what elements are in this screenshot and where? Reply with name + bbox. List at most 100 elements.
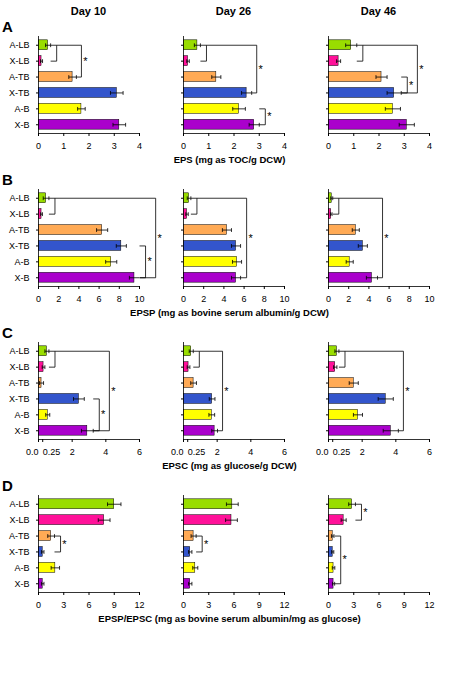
svg-text:X-LB: X-LB [9,56,29,66]
svg-text:2: 2 [56,294,61,304]
svg-text:*: * [409,79,414,91]
svg-text:A-B: A-B [14,104,29,114]
svg-text:4: 4 [221,294,226,304]
svg-text:*: * [111,385,116,397]
svg-text:4: 4 [427,141,432,151]
svg-text:*: * [384,232,389,244]
svg-text:X-B: X-B [14,273,29,283]
svg-text:6: 6 [86,600,91,610]
svg-text:X-TB: X-TB [9,241,30,251]
svg-text:9: 9 [402,600,407,610]
svg-text:*: * [343,553,348,565]
svg-text:10: 10 [279,294,289,304]
svg-text:0.0: 0.0 [26,447,39,457]
svg-text:0: 0 [181,141,186,151]
svg-text:X-LB: X-LB [9,209,29,219]
svg-text:A-LB: A-LB [9,193,29,203]
svg-text:2: 2 [201,294,206,304]
svg-text:A-B: A-B [14,410,29,420]
svg-text:*: * [419,63,424,75]
svg-text:A-LB: A-LB [9,499,29,509]
svg-text:4: 4 [393,447,398,457]
svg-text:2: 2 [70,447,75,457]
svg-text:6: 6 [282,447,287,457]
svg-text:X-B: X-B [14,579,29,589]
svg-text:X-TB: X-TB [9,394,30,404]
svg-text:9: 9 [257,600,262,610]
svg-text:*: * [62,538,67,550]
svg-text:8: 8 [117,294,122,304]
svg-text:*: * [259,63,264,75]
svg-text:3: 3 [112,141,117,151]
svg-text:6: 6 [137,447,142,457]
svg-text:8: 8 [407,294,412,304]
svg-text:*: * [101,408,106,420]
svg-text:0: 0 [181,294,186,304]
svg-text:0.0: 0.0 [316,447,329,457]
svg-text:6: 6 [427,447,432,457]
svg-text:10: 10 [424,294,434,304]
svg-text:*: * [83,55,88,67]
svg-text:A-TB: A-TB [9,225,30,235]
svg-text:*: * [147,255,152,267]
svg-text:3: 3 [402,141,407,151]
svg-text:X-TB: X-TB [9,547,30,557]
svg-text:10: 10 [134,294,144,304]
svg-text:*: * [248,232,253,244]
svg-text:1: 1 [351,141,356,151]
svg-text:*: * [267,110,272,122]
svg-text:4: 4 [103,447,108,457]
svg-text:6: 6 [231,600,236,610]
svg-text:*: * [224,385,229,397]
svg-text:X-LB: X-LB [9,515,29,525]
svg-text:0: 0 [36,294,41,304]
svg-text:*: * [157,232,162,244]
svg-text:*: * [204,538,209,550]
svg-text:3: 3 [351,600,356,610]
svg-text:2: 2 [360,447,365,457]
svg-text:0.0: 0.0 [171,447,184,457]
svg-text:4: 4 [137,141,142,151]
svg-text:6: 6 [242,294,247,304]
svg-text:A-B: A-B [14,257,29,267]
svg-text:2: 2 [346,294,351,304]
svg-text:3: 3 [206,600,211,610]
svg-text:1: 1 [206,141,211,151]
svg-text:X-LB: X-LB [9,362,29,372]
svg-text:0: 0 [326,141,331,151]
svg-text:0: 0 [36,600,41,610]
svg-text:2: 2 [376,141,381,151]
svg-text:12: 12 [134,600,144,610]
svg-text:A-TB: A-TB [9,531,30,541]
svg-text:6: 6 [376,600,381,610]
svg-text:0.25: 0.25 [188,447,206,457]
svg-text:X-TB: X-TB [9,88,30,98]
svg-text:0: 0 [326,294,331,304]
svg-text:A-LB: A-LB [9,40,29,50]
svg-text:0.25: 0.25 [43,447,61,457]
svg-text:A-B: A-B [14,563,29,573]
svg-text:8: 8 [262,294,267,304]
svg-text:0: 0 [181,600,186,610]
svg-text:6: 6 [387,294,392,304]
svg-text:4: 4 [76,294,81,304]
svg-text:A-TB: A-TB [9,72,30,82]
svg-text:2: 2 [86,141,91,151]
svg-text:3: 3 [257,141,262,151]
svg-text:4: 4 [282,141,287,151]
svg-text:A-TB: A-TB [9,378,30,388]
svg-text:12: 12 [279,600,289,610]
svg-text:2: 2 [231,141,236,151]
svg-text:6: 6 [97,294,102,304]
svg-text:X-B: X-B [14,120,29,130]
svg-text:2: 2 [215,447,220,457]
svg-text:*: * [363,506,368,518]
svg-text:A-LB: A-LB [9,346,29,356]
svg-text:4: 4 [248,447,253,457]
svg-text:9: 9 [112,600,117,610]
svg-text:4: 4 [366,294,371,304]
svg-text:X-B: X-B [14,426,29,436]
svg-text:1: 1 [61,141,66,151]
svg-text:12: 12 [424,600,434,610]
svg-text:*: * [405,385,410,397]
